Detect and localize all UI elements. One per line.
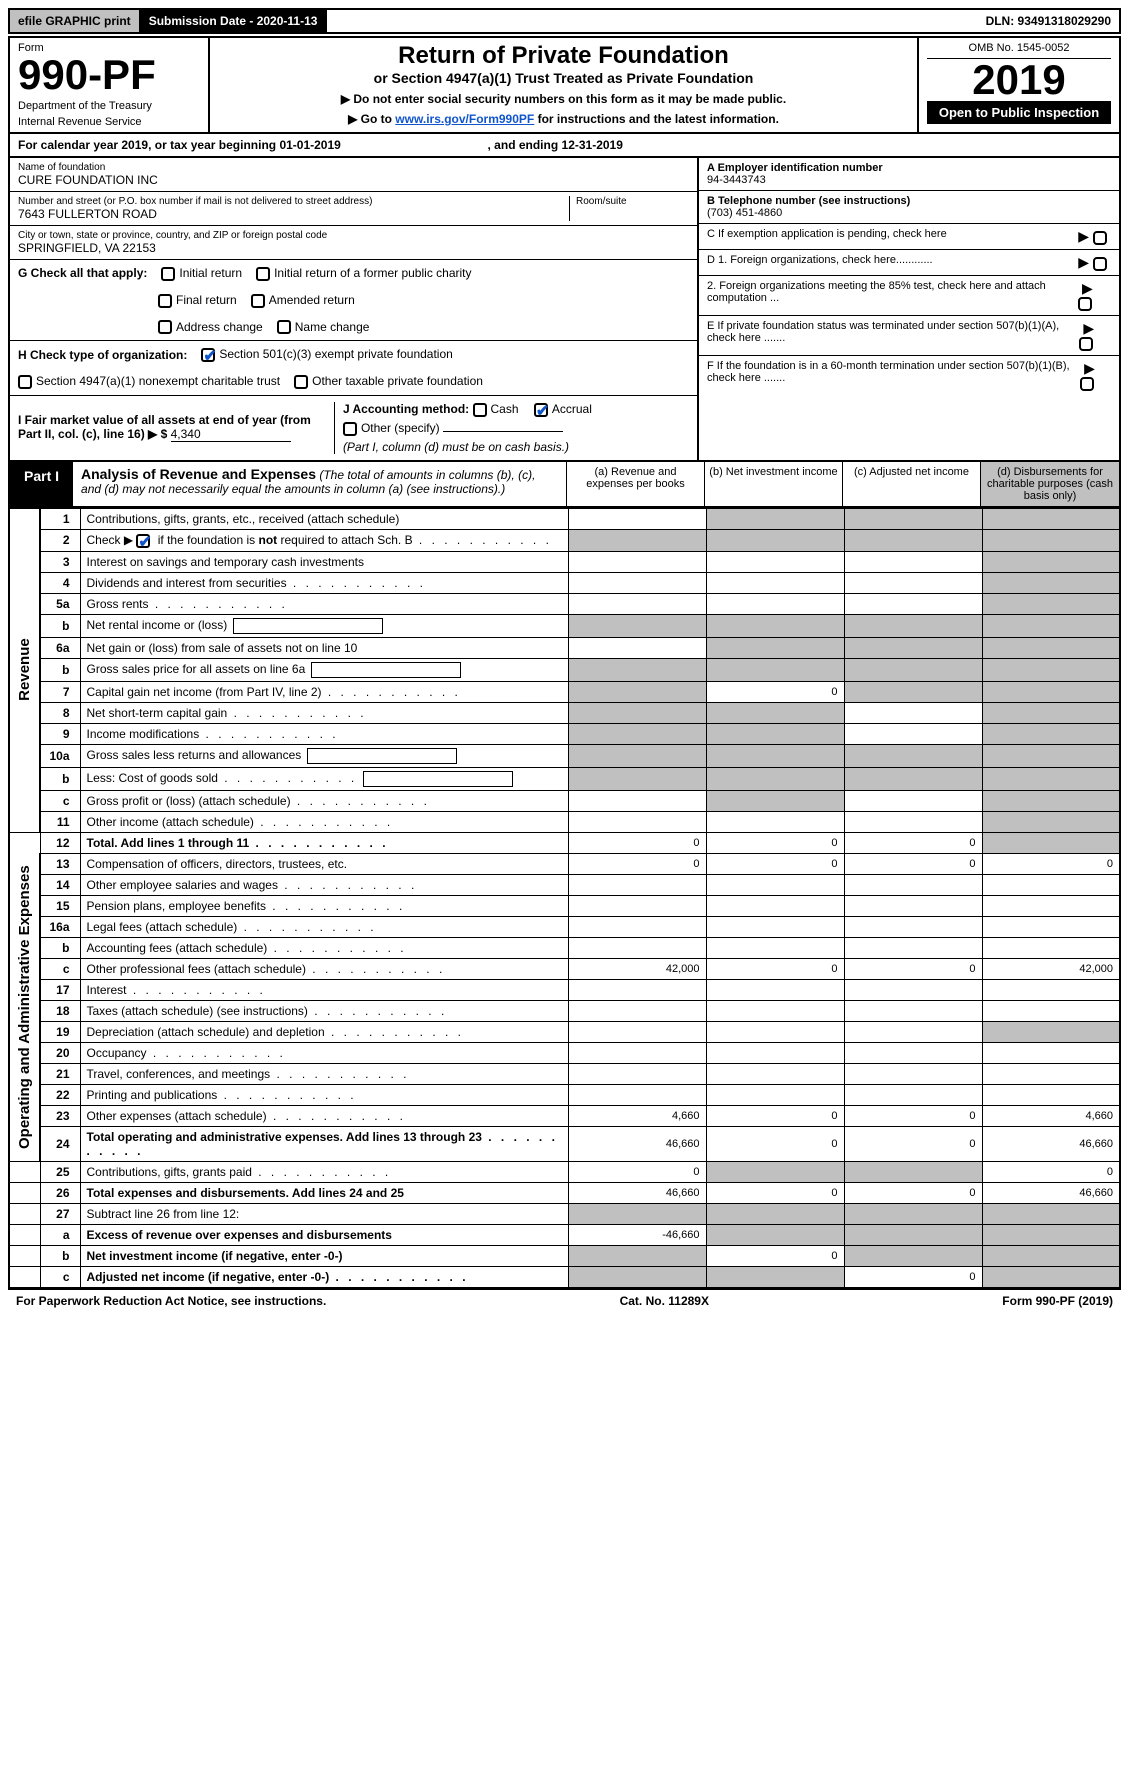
form-header: Form 990-PF Department of the Treasury I… [8, 36, 1121, 134]
footer-right: Form 990-PF (2019) [1002, 1294, 1113, 1308]
section-d2-label: 2. Foreign organizations meeting the 85%… [707, 280, 1078, 304]
address-label: Number and street (or P.O. box number if… [18, 196, 569, 207]
phone-value: (703) 451-4860 [707, 207, 1111, 219]
room-label: Room/suite [576, 196, 689, 207]
cb-85pct[interactable] [1078, 297, 1092, 311]
part1-header: Part I Analysis of Revenue and Expenses … [8, 462, 1121, 508]
open-public-label: Open to Public Inspection [927, 101, 1111, 124]
cb-cash[interactable] [473, 403, 487, 417]
calendar-year-row: For calendar year 2019, or tax year begi… [10, 134, 1119, 158]
section-g: G Check all that apply: Initial return I… [10, 260, 697, 341]
cb-final-return[interactable] [158, 294, 172, 308]
cb-60month[interactable] [1080, 377, 1094, 391]
form-title: Return of Private Foundation [222, 42, 905, 70]
part1-title: Analysis of Revenue and Expenses [81, 466, 316, 482]
tax-year: 2019 [927, 59, 1111, 101]
cb-sch-b[interactable] [136, 534, 150, 548]
cb-exemption-pending[interactable] [1093, 231, 1107, 245]
section-f-label: F If the foundation is in a 60-month ter… [707, 360, 1080, 384]
expenses-side-label: Operating and Administrative Expenses [9, 853, 40, 1161]
city-value: SPRINGFIELD, VA 22153 [18, 241, 689, 255]
col-b-header: (b) Net investment income [705, 462, 843, 506]
section-i-j: I Fair market value of all assets at end… [10, 396, 697, 460]
section-d1-label: D 1. Foreign organizations, check here..… [707, 254, 933, 266]
footer: For Paperwork Reduction Act Notice, see … [8, 1289, 1121, 1312]
cb-other-taxable[interactable] [294, 375, 308, 389]
revenue-side-label: Revenue [9, 508, 40, 832]
cb-status-terminated[interactable] [1079, 337, 1093, 351]
dept-irs: Internal Revenue Service [18, 116, 200, 128]
footer-left: For Paperwork Reduction Act Notice, see … [16, 1294, 326, 1308]
dept-treasury: Department of the Treasury [18, 100, 200, 112]
fmv-value: 4,340 [171, 427, 291, 442]
city-label: City or town, state or province, country… [18, 230, 689, 241]
foundation-name: CURE FOUNDATION INC [18, 173, 689, 187]
cb-other-method[interactable] [343, 422, 357, 436]
part1-label: Part I [10, 462, 73, 506]
address-value: 7643 FULLERTON ROAD [18, 207, 569, 221]
submission-date-label: Submission Date - 2020-11-13 [141, 10, 328, 32]
cb-foreign-org[interactable] [1093, 257, 1107, 271]
entity-info: Name of foundation CURE FOUNDATION INC N… [10, 158, 1119, 460]
col-d-header: (d) Disbursements for charitable purpose… [981, 462, 1119, 506]
cb-name-change[interactable] [277, 320, 291, 334]
cb-initial-return[interactable] [161, 267, 175, 281]
footer-center: Cat. No. 11289X [620, 1294, 709, 1308]
col-a-header: (a) Revenue and expenses per books [567, 462, 705, 506]
instruction-link: ▶ Go to www.irs.gov/Form990PF for instru… [222, 112, 905, 126]
dln-label: DLN: 93491318029290 [978, 10, 1119, 32]
ein-label: A Employer identification number [707, 162, 1111, 174]
cb-501c3[interactable] [201, 348, 215, 362]
cb-accrual[interactable] [534, 403, 548, 417]
cb-initial-former[interactable] [256, 267, 270, 281]
cb-address-change[interactable] [158, 320, 172, 334]
ein-value: 94-3443743 [707, 174, 1111, 186]
phone-label: B Telephone number (see instructions) [707, 195, 1111, 207]
instruction-ssn: ▶ Do not enter social security numbers o… [222, 92, 905, 106]
section-e-label: E If private foundation status was termi… [707, 320, 1079, 344]
part1-table: Revenue 1Contributions, gifts, grants, e… [8, 508, 1121, 1289]
top-bar: efile GRAPHIC print Submission Date - 20… [8, 8, 1121, 34]
section-h: H Check type of organization: Section 50… [10, 341, 697, 396]
cb-amended-return[interactable] [251, 294, 265, 308]
cb-4947[interactable] [18, 375, 32, 389]
efile-print-button[interactable]: efile GRAPHIC print [10, 10, 141, 32]
name-label: Name of foundation [18, 162, 689, 173]
form-number: 990-PF [18, 54, 200, 96]
col-c-header: (c) Adjusted net income [843, 462, 981, 506]
irs-link[interactable]: www.irs.gov/Form990PF [395, 112, 534, 126]
section-c-label: C If exemption application is pending, c… [707, 228, 947, 240]
form-subtitle: or Section 4947(a)(1) Trust Treated as P… [222, 70, 905, 86]
